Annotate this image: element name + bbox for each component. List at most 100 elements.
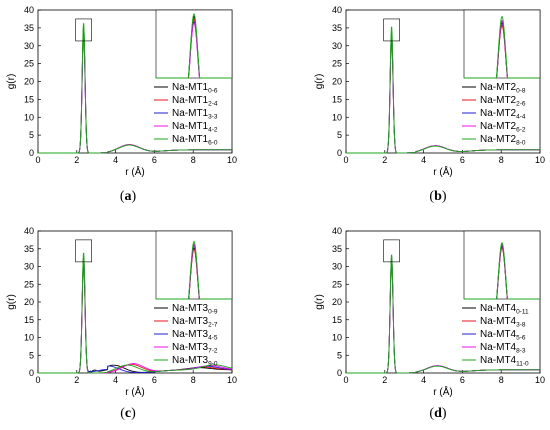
legend-label-base: Na-MT4	[480, 355, 517, 366]
legend-label-base: Na-MT2	[480, 134, 517, 145]
x-tick-label: 6	[460, 155, 465, 165]
legend-label: Na-MT28-0	[480, 134, 526, 147]
legend-label-subscript: 6-2	[516, 127, 526, 134]
legend-label-base: Na-MT1	[172, 95, 209, 106]
y-tick-label: 25	[332, 279, 342, 289]
legend-label: Na-MT40-11	[480, 303, 529, 316]
y-tick-label: 35	[332, 244, 342, 254]
legend-label: Na-MT22-6	[480, 95, 526, 108]
legend-label: Na-MT45-6	[480, 329, 526, 342]
legend-label-base: Na-MT1	[172, 121, 209, 132]
legend-label-subscript: 3-3	[208, 114, 218, 121]
legend-label-base: Na-MT3	[172, 303, 209, 314]
legend-label-subscript: 2-4	[208, 101, 218, 108]
y-tick-label: 0	[29, 368, 34, 378]
x-tick-label: 8	[191, 375, 196, 385]
panel-label: (c)	[120, 406, 136, 421]
legend-label-subscript: 7-2	[208, 348, 218, 355]
legend-label-subscript: 0-11	[516, 309, 529, 316]
series-line-na-mt2-8-0	[346, 26, 540, 154]
legend-label-base: Na-MT1	[172, 108, 209, 119]
x-tick-label: 8	[499, 155, 504, 165]
x-tick-label: 2	[382, 375, 387, 385]
y-tick-label: 10	[332, 333, 342, 343]
legend-label-base: Na-MT1	[172, 82, 209, 93]
legend-label-base: Na-MT2	[480, 121, 517, 132]
y-tick-label: 25	[24, 59, 34, 69]
y-tick-label: 20	[332, 77, 342, 87]
legend-label-base: Na-MT4	[480, 329, 517, 340]
inset-frame	[155, 9, 233, 79]
legend-label: Na-MT30-9	[172, 303, 218, 316]
legend-label-base: Na-MT1	[172, 134, 209, 145]
y-tick-label: 0	[337, 148, 342, 158]
legend-label-base: Na-MT4	[480, 342, 517, 353]
y-tick-label: 15	[24, 315, 34, 325]
panel-label: (b)	[429, 189, 446, 204]
zoom-box	[383, 18, 400, 42]
y-tick-label: 15	[332, 94, 342, 104]
legend-label: Na-MT13-3	[172, 108, 218, 121]
y-tick-label: 15	[24, 94, 34, 104]
legend-label-base: Na-MT3	[172, 355, 209, 366]
legend-label-subscript: 11-0	[516, 361, 529, 368]
legend-label-subscript: 0-8	[516, 88, 526, 95]
x-tick-label: 4	[113, 375, 118, 385]
y-axis-title: g(r)	[314, 294, 325, 310]
legend-label-subscript: 2-7	[208, 322, 218, 329]
y-tick-label: 20	[24, 77, 34, 87]
legend-label: Na-MT34-5	[172, 329, 218, 342]
legend-label-subscript: 0-6	[208, 88, 218, 95]
legend-label: Na-MT32-7	[172, 316, 218, 329]
legend-label-subscript: 6-0	[208, 140, 218, 147]
legend-label: Na-MT48-3	[480, 342, 526, 355]
x-tick-label: 0	[343, 375, 348, 385]
x-tick-label: 2	[74, 155, 79, 165]
y-tick-label: 10	[24, 333, 34, 343]
x-tick-label: 0	[35, 155, 40, 165]
y-tick-label: 0	[29, 148, 34, 158]
legend-label-base: Na-MT3	[172, 329, 209, 340]
legend-label-subscript: 4-2	[208, 127, 218, 134]
inset-line-na-mt2-8-0	[464, 15, 540, 79]
x-tick-label: 8	[499, 375, 504, 385]
x-tick-label: 10	[227, 155, 237, 165]
series-line-na-mt4-11-0	[346, 254, 540, 374]
x-tick-label: 10	[535, 375, 545, 385]
legend-label: Na-MT37-2	[172, 342, 218, 355]
legend-label-base: Na-MT4	[480, 316, 517, 327]
x-tick-label: 6	[460, 375, 465, 385]
legend-label-subscript: 9-0	[208, 361, 218, 368]
series-line-na-mt1-6-0	[38, 23, 232, 154]
legend-label: Na-MT16-0	[172, 134, 218, 147]
legend-label: Na-MT24-4	[480, 108, 526, 121]
legend-label: Na-MT20-8	[480, 82, 526, 95]
x-axis-title: r (Å)	[433, 165, 452, 178]
y-tick-label: 35	[24, 244, 34, 254]
y-axis-title: g(r)	[314, 74, 325, 90]
y-tick-label: 40	[24, 226, 34, 236]
x-axis-title: r (Å)	[125, 385, 144, 398]
zoom-box	[75, 18, 92, 42]
series-line-na-mt3-9-0	[38, 252, 233, 374]
x-tick-label: 4	[421, 155, 426, 165]
y-tick-label: 20	[332, 297, 342, 307]
legend-label-base: Na-MT2	[480, 108, 517, 119]
x-axis-title: r (Å)	[433, 385, 452, 398]
y-axis-title: g(r)	[6, 294, 17, 310]
panel-label: (a)	[120, 189, 137, 204]
legend-label-subscript: 8-0	[516, 140, 526, 147]
legend-label: Na-MT39-0	[172, 355, 218, 368]
y-tick-label: 5	[29, 130, 34, 140]
x-tick-label: 8	[191, 155, 196, 165]
x-tick-label: 2	[74, 375, 79, 385]
legend-label-base: Na-MT3	[172, 316, 209, 327]
y-axis-title: g(r)	[6, 74, 17, 90]
legend-label-base: Na-MT3	[172, 342, 209, 353]
legend-label-subscript: 0-9	[208, 309, 218, 316]
y-tick-label: 5	[337, 130, 342, 140]
y-tick-label: 20	[24, 297, 34, 307]
